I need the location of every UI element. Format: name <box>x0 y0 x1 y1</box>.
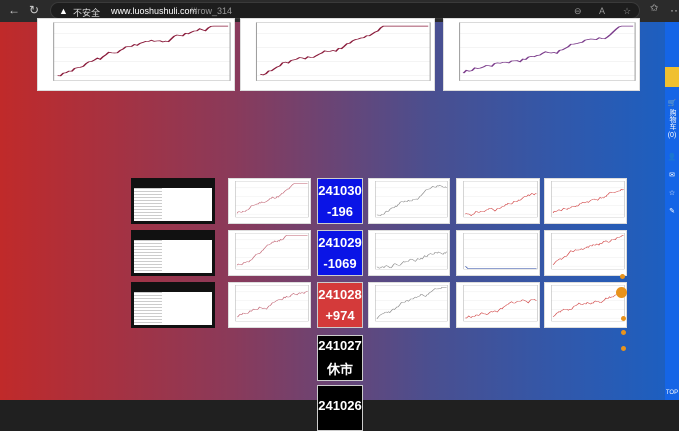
right-sidebar: 🛒 购物车 (0) 👤 ✉ ☆ ✎ TOP <box>665 22 679 400</box>
day-change-badge[interactable]: 241028 +974 <box>317 282 363 328</box>
mail-icon[interactable]: ✉ <box>669 172 675 179</box>
indicator-dot <box>621 346 626 351</box>
chart-thumbnail[interactable] <box>544 178 627 224</box>
screenshot-thumbnail[interactable] <box>131 230 215 276</box>
day-change: +974 <box>325 308 355 323</box>
back-button[interactable]: ← <box>8 3 20 17</box>
chart-image[interactable] <box>443 18 640 91</box>
indicator-dot <box>621 330 626 335</box>
user-icon[interactable]: 👤 <box>667 154 677 161</box>
chart-thumbnail[interactable] <box>368 282 450 328</box>
read-aloud-icon[interactable]: A <box>599 6 606 16</box>
day-change: 休市 <box>326 362 353 377</box>
indicator-dot <box>621 316 626 321</box>
cart-count: (0) <box>667 132 677 139</box>
chart-thumbnail[interactable] <box>544 282 627 328</box>
cart-icon[interactable]: 🛒 <box>667 100 677 107</box>
warning-icon: ▲ <box>59 6 68 16</box>
day-date: 241030 <box>318 183 362 198</box>
indicator-dot <box>616 287 627 298</box>
screenshot-thumbnail[interactable] <box>131 178 215 224</box>
chart-thumbnail[interactable] <box>456 282 540 328</box>
chart-thumbnail[interactable] <box>228 282 311 328</box>
day-date: 241027 <box>318 338 362 353</box>
star-icon[interactable]: ☆ <box>668 190 676 197</box>
favorite-star-icon[interactable]: ☆ <box>623 6 632 16</box>
day-date: 241029 <box>318 235 362 250</box>
reload-button[interactable]: ↻ <box>29 3 40 17</box>
page-content: 241030 -196 241029 -1069 241028 +974 241027 休市 2… <box>0 18 665 431</box>
chart-thumbnail[interactable] <box>456 230 540 276</box>
day-change: -196 <box>326 204 354 219</box>
address-bar[interactable]: ▲ 不安全 www.luoshushuli.com /#row_314 ⊖ A … <box>50 2 640 19</box>
chart-thumbnail[interactable] <box>544 230 627 276</box>
chart-image[interactable] <box>37 18 235 91</box>
chart-thumbnail[interactable] <box>368 178 450 224</box>
indicator-dot <box>620 274 625 279</box>
zoom-icon[interactable]: ⊖ <box>574 6 582 16</box>
chart-thumbnail[interactable] <box>368 230 450 276</box>
chart-thumbnail[interactable] <box>228 230 311 276</box>
favorites-icon[interactable]: ✩ <box>650 3 659 14</box>
chart-thumbnail[interactable] <box>228 178 311 224</box>
cart-label[interactable]: 购物车 <box>669 109 676 130</box>
day-change-badge[interactable]: 241030 -196 <box>317 178 363 224</box>
edit-icon[interactable]: ✎ <box>669 208 675 215</box>
day-change-badge[interactable]: 241027 休市 <box>317 335 363 381</box>
day-date: 241028 <box>318 287 362 302</box>
logo-icon[interactable] <box>665 67 679 87</box>
day-change-badge[interactable]: 241029 -1069 <box>317 230 363 276</box>
back-to-top-button[interactable]: TOP <box>665 390 679 396</box>
day-change: -1069 <box>323 256 357 271</box>
chart-thumbnail[interactable] <box>456 178 540 224</box>
chart-image[interactable] <box>240 18 435 91</box>
more-button[interactable]: ··· <box>670 3 679 17</box>
screenshot-thumbnail[interactable] <box>131 282 215 328</box>
security-label: 不安全 <box>73 8 101 18</box>
url-path: /#row_314 <box>190 6 233 16</box>
day-change-badge[interactable]: 241026 <box>317 385 363 431</box>
url-host: www.luoshushuli.com <box>111 6 198 16</box>
browser-toolbar: ← ↻ ▲ 不安全 www.luoshushuli.com /#row_314 … <box>0 0 679 22</box>
